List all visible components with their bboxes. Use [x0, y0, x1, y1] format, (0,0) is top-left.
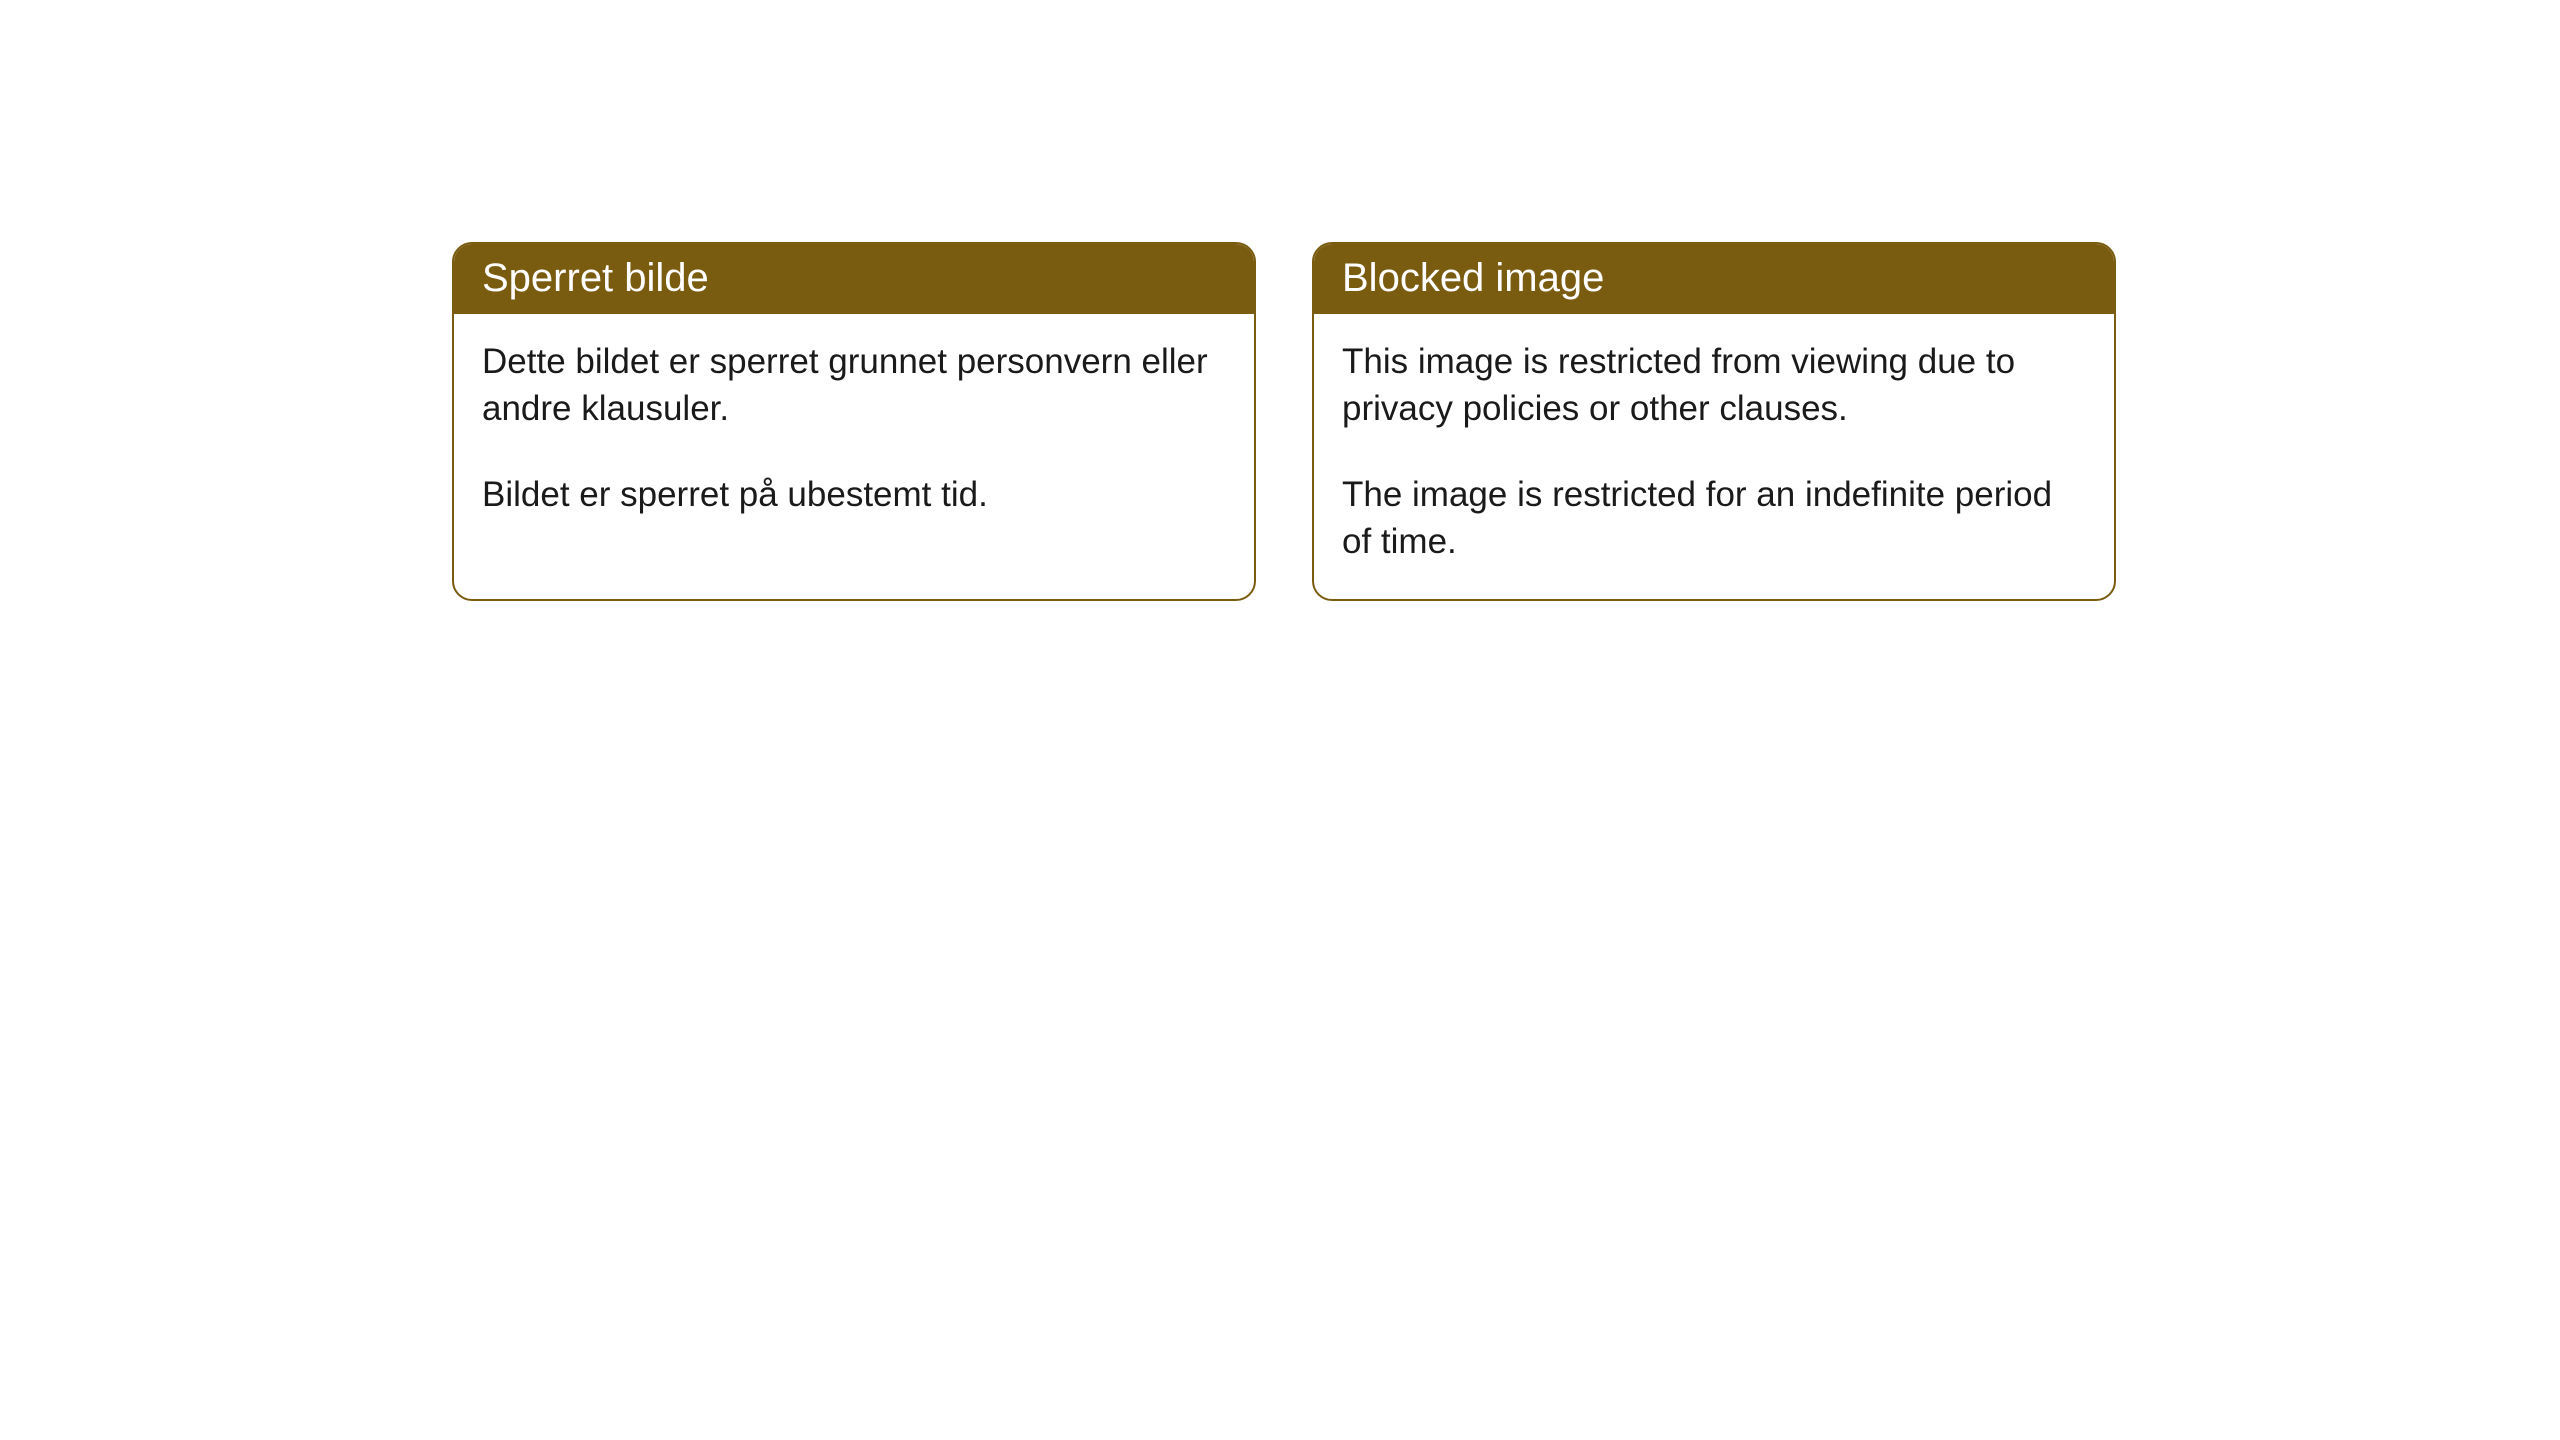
- card-para-2-english: The image is restricted for an indefinit…: [1342, 471, 2086, 566]
- blocked-image-card-norwegian: Sperret bilde Dette bildet er sperret gr…: [452, 242, 1256, 601]
- card-para-1-english: This image is restricted from viewing du…: [1342, 338, 2086, 433]
- card-body-english: This image is restricted from viewing du…: [1314, 314, 2114, 599]
- card-header-norwegian: Sperret bilde: [454, 244, 1254, 314]
- card-para-2-norwegian: Bildet er sperret på ubestemt tid.: [482, 471, 1226, 518]
- card-para-1-norwegian: Dette bildet er sperret grunnet personve…: [482, 338, 1226, 433]
- card-header-english: Blocked image: [1314, 244, 2114, 314]
- card-body-norwegian: Dette bildet er sperret grunnet personve…: [454, 314, 1254, 552]
- blocked-image-card-english: Blocked image This image is restricted f…: [1312, 242, 2116, 601]
- notice-cards-container: Sperret bilde Dette bildet er sperret gr…: [452, 242, 2116, 601]
